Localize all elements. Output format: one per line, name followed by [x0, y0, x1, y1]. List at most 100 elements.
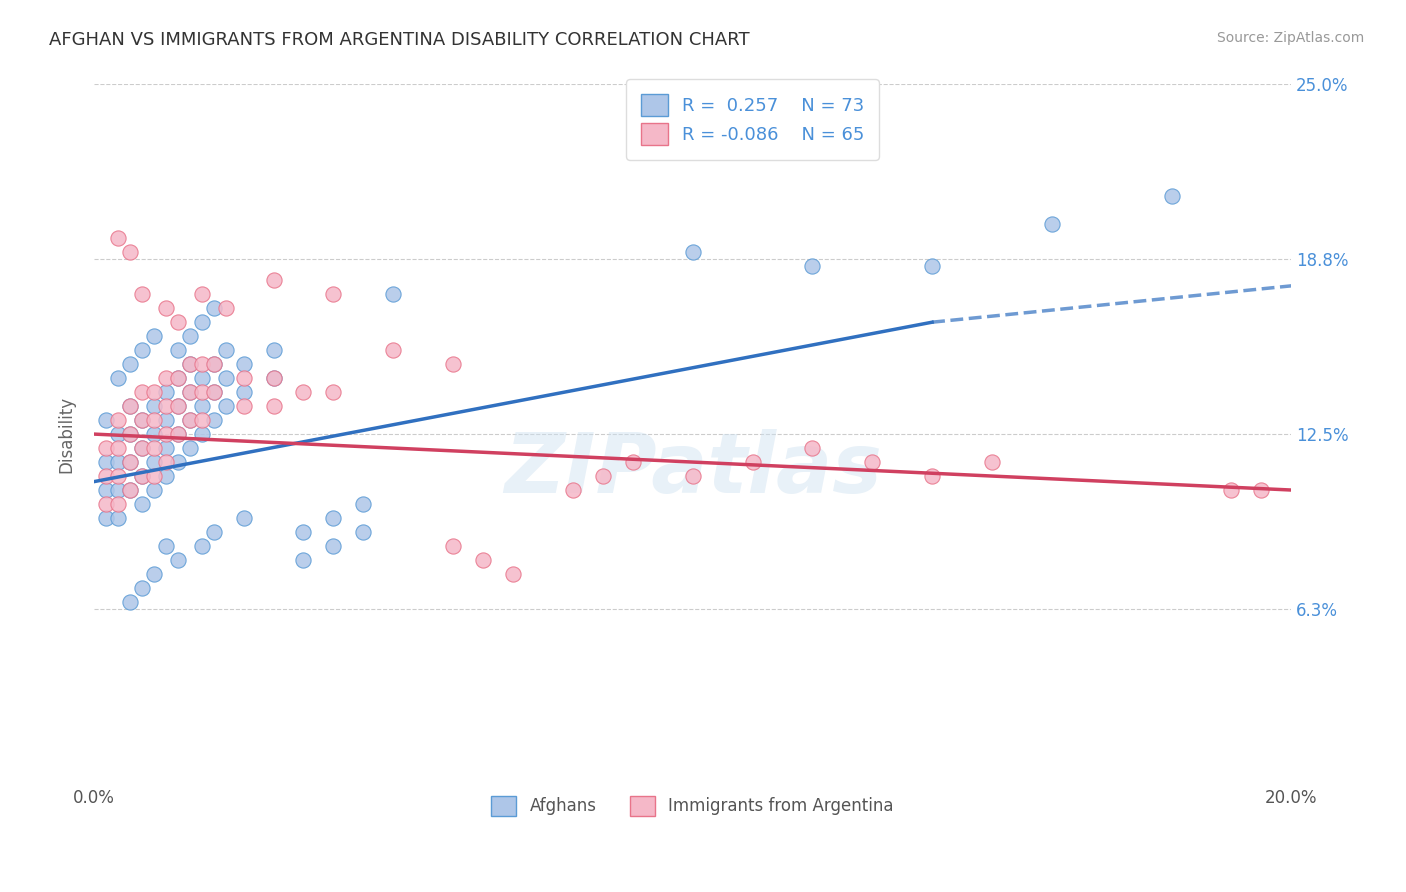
- Point: [155, 539, 177, 553]
- Point: [142, 566, 165, 581]
- Point: [801, 259, 824, 273]
- Point: [118, 399, 141, 413]
- Point: [981, 455, 1004, 469]
- Legend: Afghans, Immigrants from Argentina: Afghans, Immigrants from Argentina: [484, 788, 903, 824]
- Point: [214, 301, 236, 316]
- Point: [107, 413, 129, 427]
- Point: [292, 524, 315, 539]
- Point: [142, 469, 165, 483]
- Point: [166, 399, 188, 413]
- Point: [131, 385, 153, 400]
- Point: [322, 287, 344, 301]
- Point: [860, 455, 883, 469]
- Point: [190, 287, 212, 301]
- Point: [232, 357, 254, 371]
- Point: [190, 385, 212, 400]
- Point: [292, 553, 315, 567]
- Point: [352, 497, 374, 511]
- Point: [682, 469, 704, 483]
- Point: [155, 371, 177, 385]
- Point: [472, 553, 495, 567]
- Point: [1250, 483, 1272, 497]
- Point: [502, 566, 524, 581]
- Point: [232, 511, 254, 525]
- Point: [561, 483, 583, 497]
- Point: [107, 511, 129, 525]
- Point: [131, 497, 153, 511]
- Point: [155, 301, 177, 316]
- Point: [94, 455, 117, 469]
- Point: [118, 427, 141, 442]
- Point: [202, 357, 225, 371]
- Point: [621, 455, 644, 469]
- Point: [190, 315, 212, 329]
- Point: [118, 595, 141, 609]
- Point: [131, 413, 153, 427]
- Point: [921, 259, 943, 273]
- Point: [155, 455, 177, 469]
- Point: [179, 329, 201, 343]
- Point: [179, 385, 201, 400]
- Point: [190, 539, 212, 553]
- Point: [1220, 483, 1243, 497]
- Point: [131, 413, 153, 427]
- Point: [94, 483, 117, 497]
- Point: [166, 399, 188, 413]
- Point: [155, 469, 177, 483]
- Point: [107, 427, 129, 442]
- Point: [202, 413, 225, 427]
- Point: [441, 539, 464, 553]
- Point: [682, 245, 704, 260]
- Point: [202, 385, 225, 400]
- Point: [118, 483, 141, 497]
- Point: [741, 455, 763, 469]
- Point: [202, 524, 225, 539]
- Point: [801, 441, 824, 455]
- Point: [142, 399, 165, 413]
- Point: [592, 469, 614, 483]
- Text: ZIPatlas: ZIPatlas: [503, 428, 882, 509]
- Point: [202, 385, 225, 400]
- Point: [179, 413, 201, 427]
- Point: [179, 357, 201, 371]
- Point: [382, 343, 405, 358]
- Point: [166, 315, 188, 329]
- Point: [131, 469, 153, 483]
- Point: [107, 469, 129, 483]
- Point: [118, 455, 141, 469]
- Point: [382, 287, 405, 301]
- Y-axis label: Disability: Disability: [58, 395, 75, 473]
- Point: [322, 511, 344, 525]
- Point: [94, 497, 117, 511]
- Point: [263, 399, 285, 413]
- Point: [118, 455, 141, 469]
- Point: [921, 469, 943, 483]
- Point: [142, 441, 165, 455]
- Point: [155, 441, 177, 455]
- Point: [118, 399, 141, 413]
- Point: [263, 343, 285, 358]
- Point: [155, 427, 177, 442]
- Point: [166, 343, 188, 358]
- Point: [107, 371, 129, 385]
- Point: [202, 301, 225, 316]
- Point: [166, 427, 188, 442]
- Point: [190, 413, 212, 427]
- Point: [131, 581, 153, 595]
- Point: [142, 427, 165, 442]
- Point: [214, 399, 236, 413]
- Point: [352, 524, 374, 539]
- Point: [131, 441, 153, 455]
- Point: [190, 371, 212, 385]
- Point: [292, 385, 315, 400]
- Point: [322, 539, 344, 553]
- Point: [118, 245, 141, 260]
- Point: [202, 357, 225, 371]
- Point: [118, 483, 141, 497]
- Point: [107, 441, 129, 455]
- Point: [131, 469, 153, 483]
- Point: [1040, 217, 1063, 231]
- Point: [166, 371, 188, 385]
- Point: [190, 427, 212, 442]
- Point: [322, 385, 344, 400]
